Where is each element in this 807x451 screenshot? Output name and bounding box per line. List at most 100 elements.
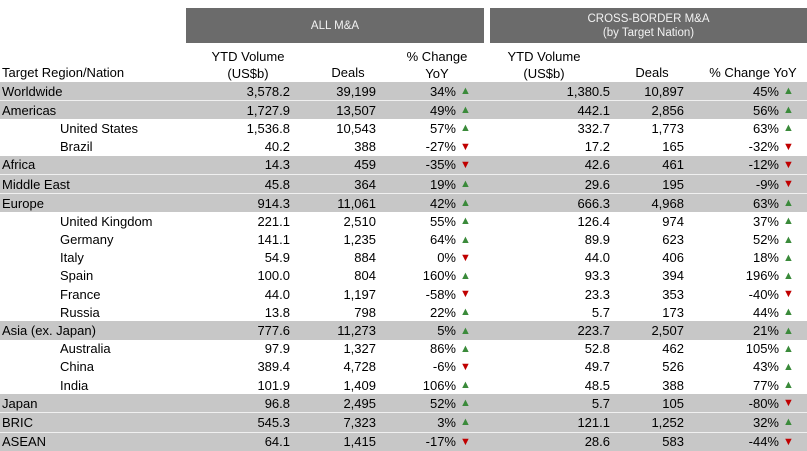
cb-ytd-volume-cell: 42.6 [490, 155, 614, 175]
col-header-all-change-line1: % Change [406, 49, 468, 64]
all-deals-cell: 1,235 [343, 232, 376, 248]
region-name-cell: Australia [60, 341, 111, 357]
region-name-cell: United Kingdom [60, 213, 153, 229]
triangle-down-icon: ▼ [781, 173, 807, 194]
column-gap [484, 394, 490, 413]
col-header-cb-change: % Change YoY [709, 65, 797, 80]
all-deals-cell: 804 [354, 268, 376, 284]
table-row: France 44.0 1,197 -58% ▼ 23.3 353 -40% ▼ [0, 285, 807, 303]
cross-border-header-line2: (by Target Nation) [602, 26, 695, 39]
all-change-cell: -27% [425, 139, 456, 155]
all-change-cell: 57% [429, 120, 456, 136]
all-change-cell: -58% [425, 286, 456, 302]
all-ytd-volume-cell: 545.3 [186, 412, 294, 433]
triangle-down-icon: ▼ [783, 288, 794, 301]
all-change-cell: 42% [380, 193, 458, 213]
region-name-cell: Brazil [60, 139, 93, 155]
table-row: Italy 54.9 884 0% ▼ 44.0 406 18% ▲ [0, 249, 807, 267]
all-change-cell: 0% [437, 250, 456, 266]
cb-deals-cell: 526 [662, 359, 684, 375]
triangle-down-icon: ▼ [781, 394, 807, 413]
triangle-up-icon: ▲ [460, 233, 471, 246]
triangle-up-icon: ▲ [460, 379, 471, 392]
region-name-cell: BRIC [0, 412, 186, 433]
triangle-down-icon: ▼ [781, 155, 807, 175]
cb-deals-cell: 461 [614, 155, 688, 175]
cb-change-cell: -80% [688, 394, 781, 413]
all-deals-cell: 1,327 [343, 341, 376, 357]
region-name-cell: Americas [0, 100, 186, 120]
all-deals-cell: 2,495 [294, 394, 380, 413]
cb-change-cell: 63% [688, 193, 781, 213]
cb-deals-cell: 406 [662, 250, 684, 266]
triangle-up-icon: ▲ [783, 233, 794, 246]
cb-change-cell: 105% [745, 341, 779, 357]
col-header-cb-volume-line1: YTD Volume [507, 49, 581, 64]
region-name-cell: United States [60, 120, 139, 136]
col-header-all-volume-line2: (US$b) [227, 66, 269, 81]
triangle-up-icon: ▲ [460, 269, 471, 282]
region-name-cell: Japan [0, 394, 186, 413]
all-ytd-volume-cell: 96.8 [186, 394, 294, 413]
all-change-cell: 160% [422, 268, 456, 284]
cb-change-cell: 18% [752, 250, 779, 266]
cb-ytd-volume-cell: 223.7 [490, 321, 614, 340]
cross-border-header-line1: CROSS-BORDER M&A [587, 12, 710, 25]
col-header-cb-volume-line2: (US$b) [523, 66, 565, 81]
cb-deals-cell: 353 [662, 286, 684, 302]
all-change-cell: -6% [432, 359, 456, 375]
all-ytd-volume-cell: 1,536.8 [246, 120, 290, 136]
col-header-all-change: % Change YoY [392, 48, 482, 82]
all-change-cell: 49% [380, 100, 458, 120]
col-header-cb-deals: Deals [635, 65, 669, 80]
cb-deals-cell: 974 [662, 213, 684, 229]
cb-deals-cell: 165 [662, 139, 684, 155]
all-ytd-volume-cell: 100.0 [257, 268, 290, 284]
all-change-cell: 64% [429, 232, 456, 248]
column-gap [484, 412, 490, 433]
cb-change-cell: 37% [752, 213, 779, 229]
cb-deals-cell: 173 [662, 304, 684, 320]
cb-ytd-volume-cell: 666.3 [490, 193, 614, 213]
triangle-up-icon: ▲ [781, 82, 807, 101]
cb-ytd-volume-cell: 52.8 [584, 341, 610, 357]
column-gap [484, 82, 490, 101]
all-deals-cell: 39,199 [294, 82, 380, 101]
column-gap [484, 155, 490, 175]
cb-change-cell: -9% [688, 173, 781, 194]
all-ytd-volume-cell: 40.2 [264, 139, 290, 155]
cb-ytd-volume-cell: 44.0 [584, 250, 610, 266]
table-row: Germany 141.1 1,235 64% ▲ 89.9 623 52% ▲ [0, 231, 807, 249]
all-change-cell: 22% [429, 304, 456, 320]
cb-change-cell: -12% [688, 155, 781, 175]
all-change-cell: 3% [380, 412, 458, 433]
triangle-down-icon: ▼ [460, 140, 471, 153]
cb-change-cell: -40% [748, 286, 779, 302]
region-name-cell: Spain [60, 268, 94, 284]
table-row: Americas 1,727.9 13,507 49% ▲ 442.1 2,856 56% ▲ [0, 100, 807, 120]
cb-change-cell: 44% [752, 304, 779, 320]
cb-deals-cell: 195 [614, 173, 688, 194]
triangle-up-icon: ▲ [781, 193, 807, 213]
all-change-cell: 19% [380, 173, 458, 194]
all-ytd-volume-cell: 44.0 [264, 286, 290, 302]
all-change-cell: 86% [429, 341, 456, 357]
triangle-down-icon: ▼ [460, 288, 471, 301]
all-deals-cell: 1,409 [343, 377, 376, 393]
col-header-target: Target Region/Nation [2, 65, 125, 80]
column-gap [484, 321, 490, 340]
triangle-up-icon: ▲ [783, 360, 794, 373]
triangle-down-icon: ▼ [460, 360, 471, 373]
table-row: United Kingdom 221.1 2,510 55% ▲ 126.4 974 37% ▲ [0, 212, 807, 230]
cb-ytd-volume-cell: 1,380.5 [490, 82, 614, 101]
cb-ytd-volume-cell: 126.4 [577, 213, 610, 229]
cb-change-cell: 56% [688, 100, 781, 120]
table-row: Russia 13.8 798 22% ▲ 5.7 173 44% ▲ [0, 303, 807, 321]
triangle-up-icon: ▲ [460, 306, 471, 319]
all-change-cell: -17% [380, 431, 458, 451]
table-row: Asia (ex. Japan) 777.6 11,273 5% ▲ 223.7 2,507… [0, 321, 807, 340]
all-deals-cell: 884 [354, 250, 376, 266]
cb-ytd-volume-cell: 5.7 [490, 394, 614, 413]
all-deals-cell: 2,510 [343, 213, 376, 229]
cb-deals-cell: 2,856 [614, 100, 688, 120]
